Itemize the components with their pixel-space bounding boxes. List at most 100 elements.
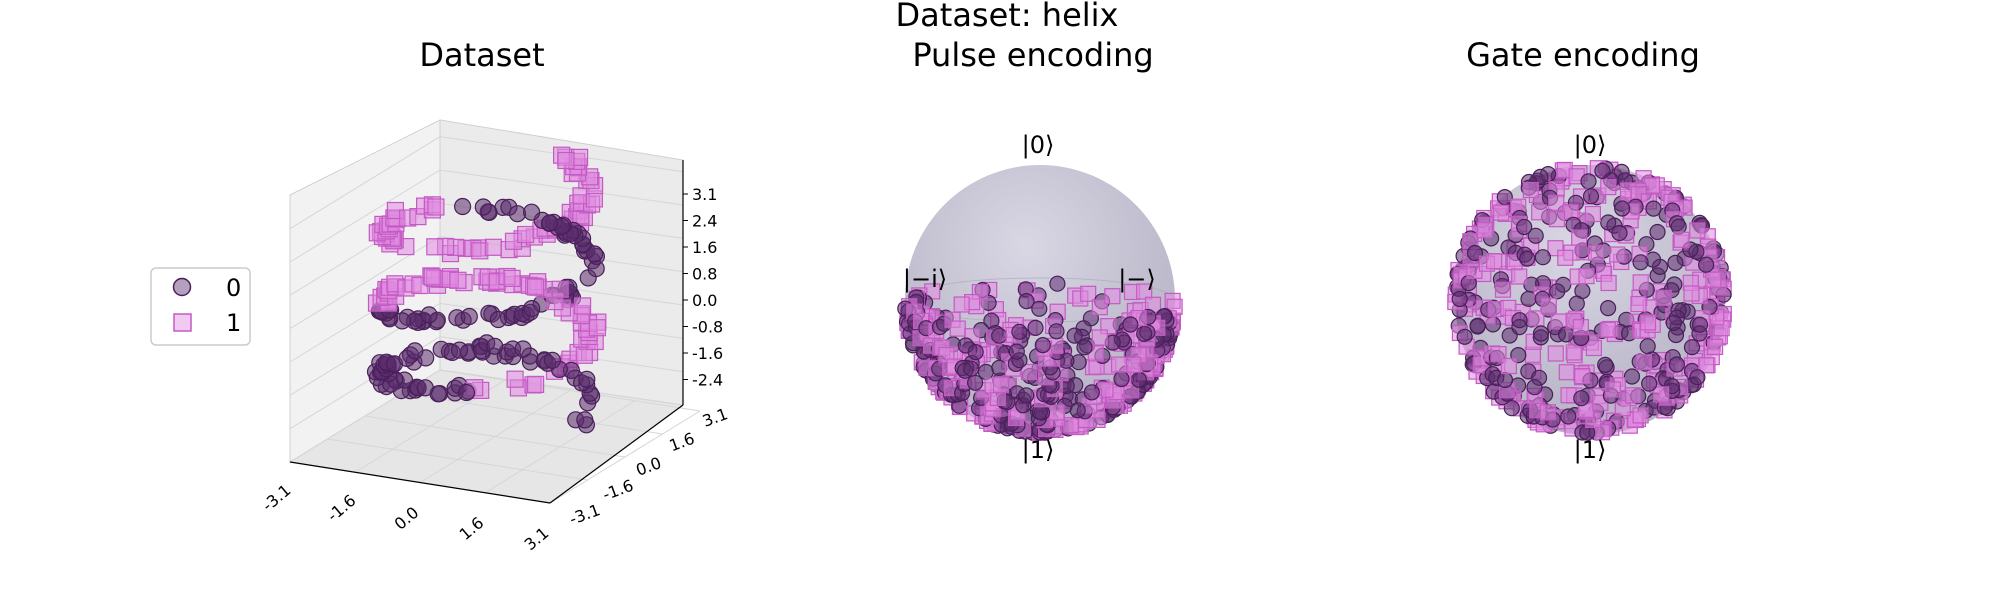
legend-label-1: 1 <box>226 309 241 337</box>
pulse-label-top: |0⟩ <box>1022 131 1055 159</box>
class-1-point <box>1557 249 1574 266</box>
class-1-point <box>1652 386 1670 403</box>
dataset-title: Dataset <box>419 36 544 74</box>
class-1-point <box>1493 204 1510 221</box>
grid-line <box>289 336 684 430</box>
class-1-point <box>1547 345 1564 362</box>
class-1-point <box>1600 179 1617 196</box>
class-0-point <box>1697 256 1715 273</box>
class-0-point <box>967 344 984 361</box>
class-1-point <box>1639 314 1657 331</box>
class-1-point <box>1080 285 1097 302</box>
pulse-label-right: |−⟩ <box>1118 265 1156 293</box>
class-1-point <box>1609 246 1626 263</box>
class-1-point <box>992 376 1010 393</box>
class-1-point <box>427 198 445 216</box>
class-0-point <box>991 359 1008 376</box>
class-0-point <box>474 198 492 216</box>
class-0-point <box>1049 275 1066 292</box>
class-1-point <box>1528 310 1545 327</box>
class-1-point <box>1540 297 1557 314</box>
class-1-point <box>1091 299 1108 316</box>
class-1-point <box>1548 211 1566 228</box>
class-1-point <box>1630 296 1647 313</box>
class-1-point <box>1706 338 1724 355</box>
class-1-point <box>1522 181 1539 199</box>
class-0-point <box>460 307 478 326</box>
grid-line <box>364 415 626 458</box>
z-tick-label: 2.4 <box>692 212 717 231</box>
class-1-point <box>1511 268 1528 285</box>
class-0-point <box>1069 402 1086 419</box>
class-0-point <box>1600 214 1617 231</box>
y-tick-label: 3.1 <box>700 404 730 431</box>
class-0-point <box>1018 387 1035 404</box>
class-1-point <box>526 278 545 296</box>
figure-suptitle: Dataset: helix <box>896 0 1119 34</box>
class-1-point <box>1091 329 1108 346</box>
class-0-point <box>1614 200 1631 217</box>
pulse-label-bottom: |1⟩ <box>1022 436 1055 464</box>
class-1-point <box>1574 367 1591 385</box>
class-0-point <box>1549 283 1566 300</box>
class-1-point <box>557 151 575 170</box>
class-0-point <box>1496 371 1514 389</box>
class-1-point <box>551 280 569 298</box>
x-tick-label: 0.0 <box>391 503 423 534</box>
x-tick-label: 1.6 <box>456 513 488 544</box>
class-0-point <box>578 370 596 388</box>
class-1-point <box>588 319 607 337</box>
helix-scatter <box>366 146 607 434</box>
class-0-point <box>457 383 476 402</box>
pulse-scatter <box>897 275 1183 441</box>
class-0-point <box>1466 244 1484 262</box>
x-axis-line <box>289 461 551 504</box>
class-0-point <box>1018 293 1035 310</box>
legend-label-0: 0 <box>226 274 241 302</box>
class-0-point <box>1496 189 1513 206</box>
class-1-point <box>1689 222 1706 239</box>
class-0-point <box>1665 314 1682 331</box>
class-0-point <box>1639 338 1656 355</box>
class-1-point <box>1539 404 1557 421</box>
class-0-point <box>508 205 527 223</box>
y-tick-label: 0.0 <box>633 453 663 480</box>
legend-marker-0 <box>172 277 192 297</box>
legend: 0 1 <box>150 267 251 346</box>
class-1-point <box>503 269 521 287</box>
class-0-point <box>522 203 541 221</box>
z-tick-label: -0.8 <box>692 318 723 337</box>
dataset-panel: Dataset -3.1 -1.6 0.0 1.6 3.1-3.1-1.60.01.63… <box>258 36 730 554</box>
class-0-point <box>1667 254 1684 271</box>
class-1-point <box>1632 274 1649 291</box>
class-1-point <box>1020 363 1038 381</box>
class-0-point <box>963 360 980 377</box>
class-1-point <box>506 370 524 388</box>
class-0-point <box>1011 323 1028 340</box>
class-0-point <box>966 374 984 391</box>
class-0-point <box>1031 300 1048 317</box>
y-axis-line <box>549 404 684 504</box>
class-0-point <box>541 214 559 232</box>
class-0-point <box>1511 312 1528 329</box>
class-0-point <box>1573 390 1590 407</box>
class-1-point <box>1571 229 1588 246</box>
class-0-point <box>1668 356 1685 373</box>
class-0-point <box>1683 339 1701 356</box>
class-0-point <box>450 341 469 359</box>
class-1-point <box>1604 381 1622 398</box>
y-tick-label: -3.1 <box>567 500 603 529</box>
class-1-point <box>1136 283 1153 300</box>
class-1-point <box>1565 344 1582 361</box>
class-1-point <box>1048 404 1065 421</box>
class-0-point <box>1066 327 1083 344</box>
class-0-point <box>1113 370 1130 388</box>
class-0-point <box>1691 316 1709 333</box>
class-0-point <box>1130 371 1148 388</box>
class-1-point <box>1584 205 1602 223</box>
x-tick-label: -1.6 <box>323 491 359 526</box>
class-1-point <box>1110 356 1128 373</box>
class-1-point <box>1632 407 1649 424</box>
class-1-point <box>449 271 467 289</box>
